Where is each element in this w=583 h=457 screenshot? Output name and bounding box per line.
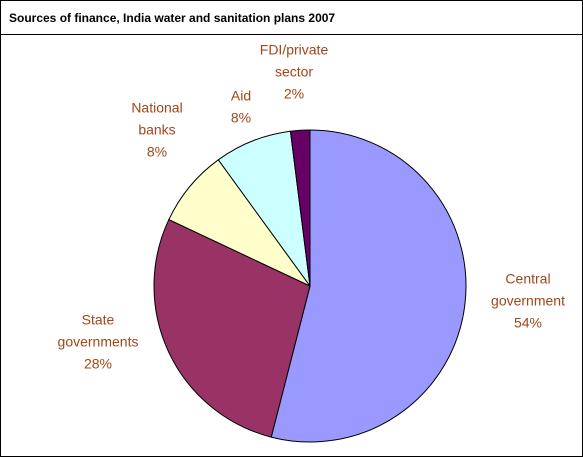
slice-label: FDI/private (260, 42, 329, 58)
slice-label: government (491, 293, 565, 309)
slice-label: National (131, 100, 182, 116)
slice-label: Central (505, 271, 550, 287)
pie-slice (153, 218, 311, 438)
pie-slice (270, 129, 467, 443)
slice-label: 8% (147, 144, 167, 160)
pie-slice (289, 129, 311, 287)
slice-label: 8% (231, 110, 251, 126)
slice-label: State (82, 312, 115, 328)
slice-label: 28% (84, 356, 112, 372)
chart-title: Sources of finance, India water and sani… (9, 11, 336, 25)
slice-label: governments (58, 334, 139, 350)
slice-label: Aid (231, 88, 251, 104)
slice-label: 2% (284, 86, 304, 102)
slice-label: sector (275, 64, 313, 80)
title-divider (1, 34, 583, 35)
slice-label: 54% (514, 315, 542, 331)
slice-label: banks (138, 122, 175, 138)
